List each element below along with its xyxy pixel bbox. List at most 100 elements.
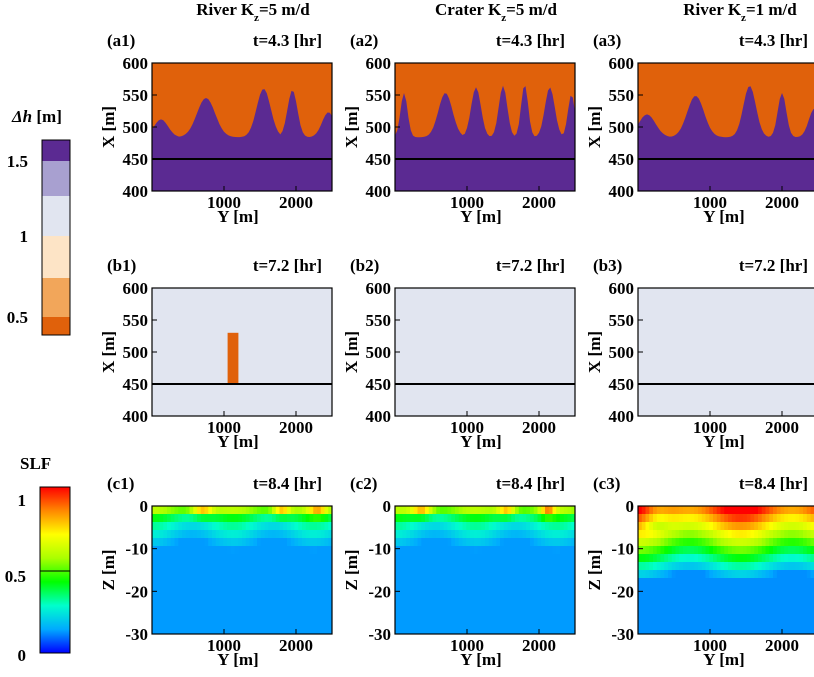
slf-cell xyxy=(720,578,725,587)
slf-cell xyxy=(537,562,542,571)
slf-cell xyxy=(705,578,710,587)
slf-cell xyxy=(649,570,654,579)
slf-cell xyxy=(204,570,209,579)
slf-cell xyxy=(185,618,190,627)
slf-cell xyxy=(518,618,523,627)
slf-cell xyxy=(406,602,411,611)
slf-cell xyxy=(518,570,523,579)
slf-cell xyxy=(656,610,661,619)
slf-cell xyxy=(260,506,265,515)
dh-legend-tick: 1.5 xyxy=(7,152,28,171)
slf-cell xyxy=(541,546,546,555)
slf-cell xyxy=(200,626,205,634)
slf-cell xyxy=(511,610,516,619)
slf-cell xyxy=(208,618,213,627)
slf-cell xyxy=(563,554,568,563)
slf-cell xyxy=(458,578,463,587)
slf-cell xyxy=(769,610,774,619)
y-tick-label: 400 xyxy=(123,182,149,201)
slf-cell xyxy=(443,530,448,539)
slf-cell xyxy=(713,506,718,515)
slf-cell xyxy=(645,546,650,555)
slf-cell xyxy=(174,586,179,595)
slf-cell xyxy=(219,562,224,571)
slf-cell xyxy=(556,610,561,619)
slf-cell xyxy=(683,618,688,627)
slf-cell xyxy=(466,546,471,555)
slf-cell xyxy=(485,546,490,555)
slf-cell xyxy=(298,610,303,619)
slf-cell xyxy=(477,562,482,571)
slf-cell xyxy=(413,562,418,571)
slf-cell xyxy=(758,594,763,603)
slf-cell xyxy=(174,546,179,555)
slf-cell xyxy=(645,522,650,531)
slf-cell xyxy=(302,618,307,627)
slf-cell xyxy=(784,562,789,571)
slf-cell xyxy=(694,578,699,587)
slf-cell xyxy=(302,554,307,563)
slf-cell xyxy=(324,610,329,619)
slf-cell xyxy=(511,618,516,627)
slf-cell xyxy=(257,586,262,595)
slf-cell xyxy=(159,594,164,603)
slf-cell xyxy=(260,530,265,539)
slf-cell xyxy=(485,610,490,619)
slf-cell xyxy=(743,610,748,619)
slf-cell xyxy=(313,618,318,627)
slf-cell xyxy=(249,602,254,611)
slf-cell xyxy=(275,586,280,595)
slf-cell xyxy=(197,514,202,523)
slf-cell xyxy=(462,522,467,531)
slf-cell xyxy=(754,626,759,634)
slf-cell xyxy=(328,514,332,523)
slf-cell xyxy=(795,594,800,603)
slf-cell xyxy=(215,522,220,531)
slf-cell xyxy=(795,570,800,579)
slf-cell xyxy=(406,578,411,587)
slf-cell xyxy=(212,538,217,547)
slf-cell xyxy=(477,554,482,563)
slf-cell xyxy=(694,586,699,595)
slf-cell xyxy=(152,538,157,547)
slf-cell xyxy=(249,570,254,579)
slf-cell xyxy=(298,546,303,555)
dh-background xyxy=(152,288,332,416)
slf-cell xyxy=(806,602,811,611)
slf-cell xyxy=(671,618,676,627)
slf-cell xyxy=(694,626,699,634)
slf-cell xyxy=(799,514,804,523)
slf-cell xyxy=(791,586,796,595)
slf-cell xyxy=(163,538,168,547)
slf-cell xyxy=(197,610,202,619)
slf-cell xyxy=(443,554,448,563)
slf-cell xyxy=(305,602,310,611)
slf-cell xyxy=(290,554,295,563)
slf-cell xyxy=(653,522,658,531)
slf-cell xyxy=(485,530,490,539)
slf-cell xyxy=(795,618,800,627)
slf-cell xyxy=(567,610,572,619)
slf-cell xyxy=(395,578,400,587)
slf-cell xyxy=(758,530,763,539)
slf-cell xyxy=(152,610,157,619)
slf-cell xyxy=(283,514,288,523)
slf-cell xyxy=(417,610,422,619)
slf-cell xyxy=(253,538,258,547)
slf-cell xyxy=(193,554,198,563)
slf-cell xyxy=(395,562,400,571)
slf-cell xyxy=(656,594,661,603)
slf-cell xyxy=(294,602,299,611)
slf-cell xyxy=(743,546,748,555)
slf-cell xyxy=(230,578,235,587)
slf-cell xyxy=(488,562,493,571)
slf-cell xyxy=(294,554,299,563)
slf-cell xyxy=(200,578,205,587)
slf-cell xyxy=(473,522,478,531)
slf-cell xyxy=(537,626,542,634)
slf-cell xyxy=(436,578,441,587)
slf-cell xyxy=(545,514,550,523)
slf-cell xyxy=(780,626,785,634)
slf-cell xyxy=(769,506,774,515)
